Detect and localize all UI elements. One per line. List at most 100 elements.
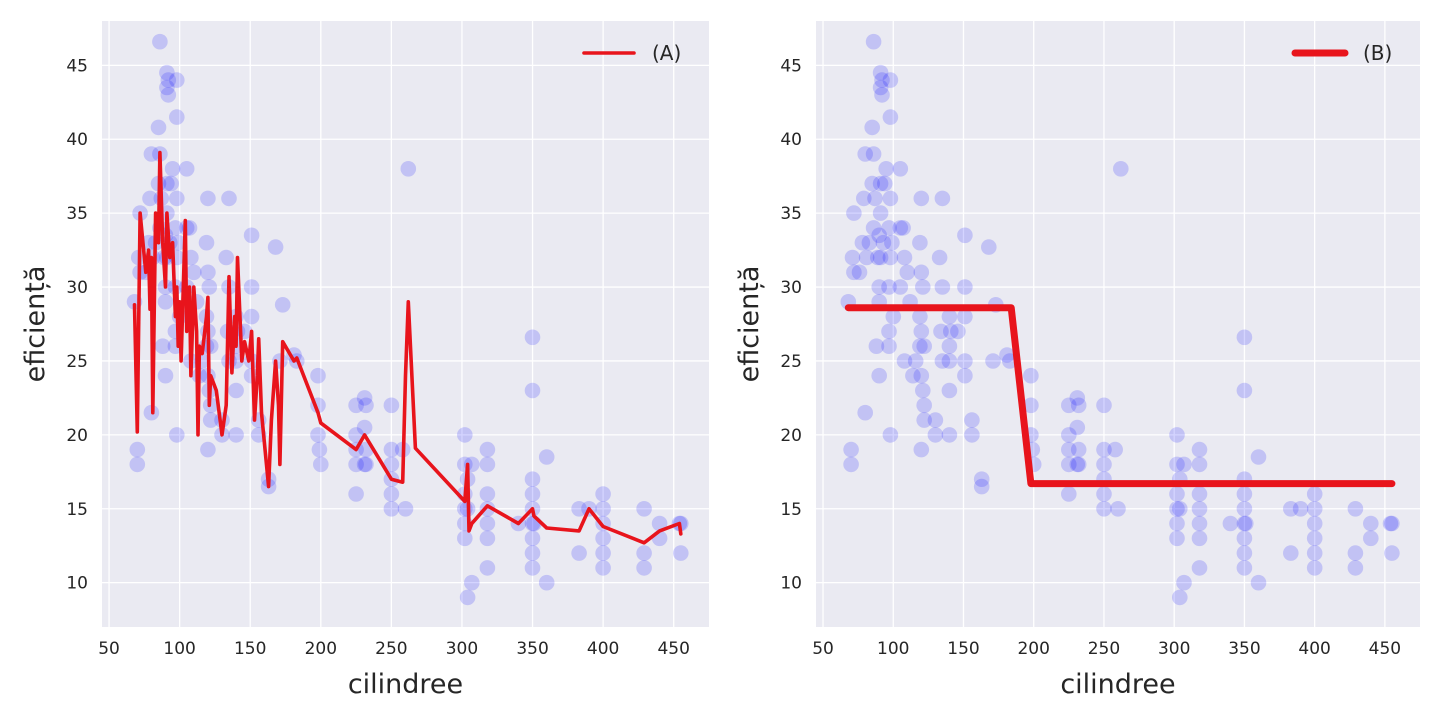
data-point — [129, 456, 146, 473]
data-point — [200, 441, 216, 458]
y-tick-label: 25 — [66, 352, 88, 372]
data-point — [846, 205, 862, 221]
data-point — [916, 412, 932, 428]
data-point — [348, 456, 364, 473]
data-point — [912, 234, 928, 251]
data-point — [882, 249, 899, 266]
data-point — [524, 530, 541, 547]
data-point — [870, 249, 886, 266]
data-point — [895, 220, 911, 236]
data-point — [1347, 560, 1364, 576]
data-point — [1191, 456, 1208, 473]
y-tick-label: 30 — [780, 278, 802, 298]
data-point — [915, 279, 931, 295]
x-tick-label: 400 — [587, 639, 619, 659]
series-line-a — [132, 150, 683, 545]
x-tick-label: 450 — [1369, 639, 1401, 659]
data-point — [892, 220, 909, 236]
legend: (B) — [1291, 41, 1392, 65]
data-point — [142, 190, 158, 207]
y-tick-label: 35 — [66, 204, 88, 224]
data-point — [1061, 427, 1077, 443]
x-tick-label: 100 — [163, 639, 195, 659]
data-point — [274, 297, 291, 313]
data-point — [143, 146, 160, 162]
data-point — [915, 382, 931, 399]
data-point — [150, 119, 167, 136]
data-point — [913, 190, 930, 207]
data-point — [973, 471, 990, 488]
data-point — [941, 338, 958, 355]
y-tick-label: 10 — [780, 574, 802, 594]
data-point — [1191, 530, 1208, 547]
data-point — [865, 33, 882, 50]
data-point — [1061, 441, 1077, 458]
data-point — [356, 390, 373, 406]
data-point — [313, 456, 329, 473]
data-point — [1023, 367, 1039, 384]
data-point — [459, 589, 476, 606]
left-chart-panel: 50 100 150 200 250 300 350 400 450 10 15 20 25 30 35 40… — [20, 21, 709, 700]
y-tick-label: 45 — [66, 56, 88, 76]
x-tick-label: 350 — [516, 639, 548, 659]
data-point — [1176, 456, 1192, 473]
x-tick-label: 300 — [446, 639, 478, 659]
data-point — [129, 441, 146, 458]
data-point — [1222, 515, 1239, 532]
data-point — [1191, 441, 1208, 458]
data-point — [595, 486, 611, 502]
data-point — [1306, 530, 1323, 547]
y-tick-label: 45 — [780, 56, 802, 76]
data-point — [856, 190, 872, 207]
data-point — [1363, 515, 1379, 532]
right-chart-panel: 50 100 150 200 250 300 350 400 450 10 15 20 25 30 35 40… — [734, 21, 1420, 700]
x-axis-label: cilindree — [348, 669, 463, 700]
data-point — [1070, 397, 1087, 414]
data-point — [457, 427, 473, 443]
data-point — [201, 279, 218, 295]
data-point — [931, 249, 948, 266]
data-point — [159, 79, 175, 96]
data-point — [1306, 515, 1323, 532]
data-point — [985, 353, 1001, 369]
data-point — [927, 412, 944, 428]
x-tick-label: 100 — [877, 639, 909, 659]
data-point — [348, 427, 364, 443]
data-point — [383, 501, 400, 517]
data-point — [1236, 382, 1253, 399]
data-point — [1169, 456, 1185, 473]
y-tick-label: 35 — [780, 204, 802, 224]
data-point — [1292, 501, 1309, 517]
data-point — [1191, 486, 1208, 502]
data-point — [1023, 397, 1039, 414]
data-point — [957, 227, 973, 244]
data-point — [892, 279, 909, 295]
data-point — [1061, 397, 1077, 414]
legend-label: (A) — [652, 41, 681, 65]
data-point — [1306, 545, 1323, 561]
data-point — [524, 486, 541, 502]
data-point — [524, 382, 541, 399]
data-point — [867, 190, 883, 207]
data-point — [160, 72, 177, 88]
data-point — [457, 530, 473, 547]
y-tick-label: 40 — [66, 130, 88, 150]
data-point — [1250, 449, 1267, 465]
y-tick-label: 10 — [66, 574, 88, 594]
data-point — [1176, 574, 1192, 591]
data-point — [912, 338, 928, 355]
data-point — [843, 456, 859, 473]
data-point — [843, 441, 859, 458]
data-point — [479, 515, 496, 532]
data-point — [1283, 545, 1299, 561]
data-point — [356, 419, 373, 436]
data-point — [169, 72, 185, 88]
data-point — [1096, 397, 1112, 414]
data-point — [882, 427, 899, 443]
data-point — [160, 87, 177, 103]
data-point — [1236, 501, 1253, 517]
data-point — [858, 249, 875, 266]
data-point — [479, 486, 496, 502]
data-point — [310, 427, 326, 443]
data-point — [178, 161, 195, 177]
